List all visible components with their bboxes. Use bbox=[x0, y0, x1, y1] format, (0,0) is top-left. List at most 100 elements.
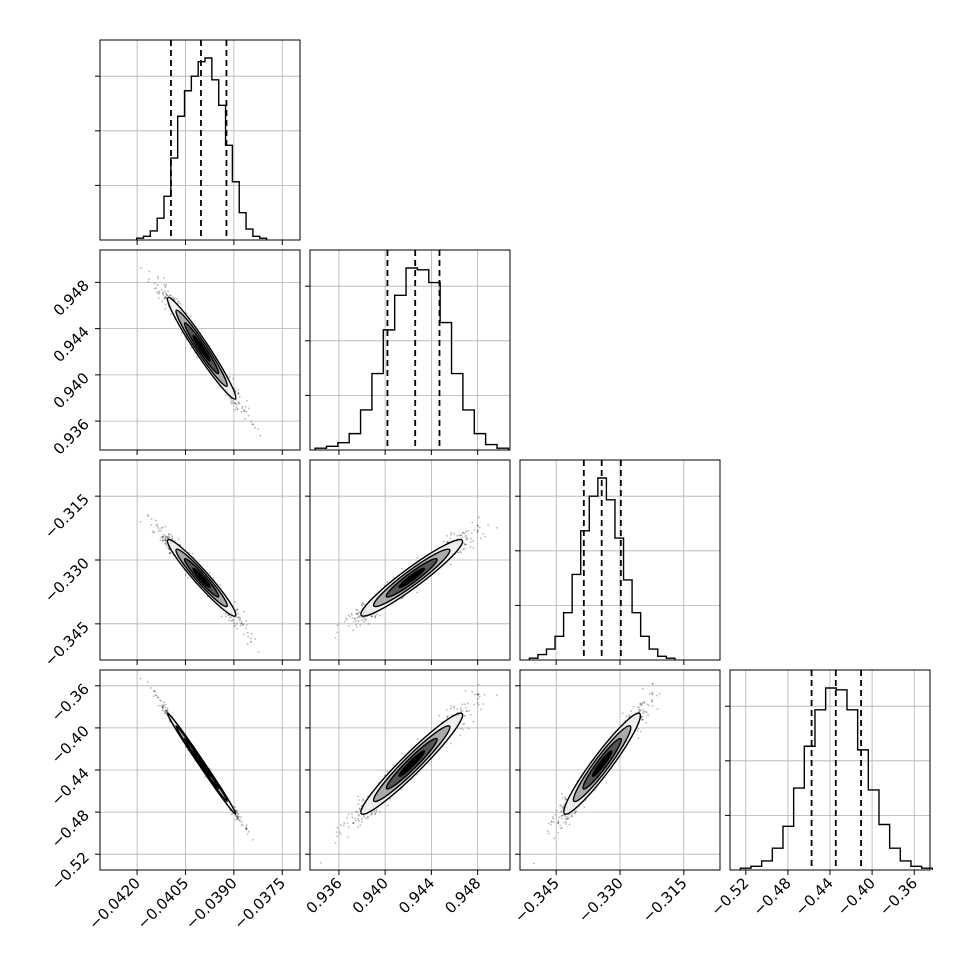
sample-point bbox=[651, 682, 654, 685]
sample-point bbox=[637, 706, 639, 709]
sample-point bbox=[232, 400, 234, 402]
sample-point bbox=[633, 705, 635, 708]
sample-point bbox=[147, 515, 150, 518]
sample-point bbox=[230, 402, 233, 405]
sample-point bbox=[461, 709, 464, 712]
sample-point bbox=[164, 536, 167, 539]
axes-frame bbox=[99, 39, 301, 241]
sample-point bbox=[462, 548, 464, 551]
sample-point bbox=[163, 701, 165, 704]
sample-point bbox=[242, 410, 245, 413]
sample-point bbox=[638, 708, 640, 711]
sample-point bbox=[160, 536, 163, 538]
sample-point bbox=[164, 703, 167, 706]
sample-point bbox=[233, 402, 236, 404]
sample-point bbox=[161, 537, 164, 540]
sample-point bbox=[161, 706, 164, 709]
sample-point bbox=[561, 796, 564, 799]
sample-point bbox=[166, 536, 168, 538]
x-tick-label: −0.330 bbox=[575, 874, 627, 926]
y-tick-label: −0.330 bbox=[41, 554, 93, 606]
sample-point bbox=[164, 537, 167, 540]
sample-point bbox=[356, 626, 358, 628]
sample-point bbox=[583, 806, 586, 809]
sample-point bbox=[639, 702, 642, 705]
scatter-panel-2-3: −0.345 −0.330 −0.315 bbox=[511, 669, 721, 926]
sample-point bbox=[166, 711, 169, 713]
sample-point bbox=[234, 402, 237, 405]
sample-point bbox=[245, 624, 248, 626]
sample-point bbox=[250, 637, 252, 640]
sample-point bbox=[476, 702, 479, 704]
sample-point bbox=[164, 710, 167, 713]
sample-point bbox=[546, 830, 549, 833]
sample-point bbox=[553, 837, 556, 840]
density-contour bbox=[192, 567, 211, 589]
sample-point bbox=[645, 711, 648, 714]
sample-point bbox=[651, 693, 654, 696]
sample-point bbox=[496, 526, 498, 529]
sample-point bbox=[150, 524, 153, 526]
sample-point bbox=[477, 529, 479, 532]
sample-point bbox=[547, 832, 550, 835]
sample-point bbox=[339, 824, 342, 826]
sample-point bbox=[641, 687, 644, 690]
histogram-step bbox=[739, 687, 934, 870]
sample-point bbox=[348, 615, 351, 618]
sample-point bbox=[575, 810, 578, 813]
sample-point bbox=[449, 537, 452, 539]
sample-point bbox=[155, 287, 157, 290]
sample-point bbox=[462, 728, 464, 731]
sample-point bbox=[238, 403, 241, 405]
sample-point bbox=[347, 614, 350, 616]
sample-point bbox=[656, 708, 659, 710]
sample-point bbox=[158, 297, 160, 299]
hist-panel-2 bbox=[515, 459, 721, 665]
sample-point bbox=[639, 703, 642, 706]
sample-point bbox=[235, 616, 238, 619]
sample-point bbox=[371, 615, 373, 618]
sample-point bbox=[320, 862, 322, 864]
sample-point bbox=[557, 820, 560, 823]
sample-point bbox=[164, 541, 167, 544]
sample-point bbox=[242, 824, 244, 827]
sample-point bbox=[477, 703, 480, 706]
sample-point bbox=[239, 616, 241, 619]
sample-point bbox=[167, 290, 170, 293]
sample-point bbox=[476, 524, 479, 527]
sample-point bbox=[651, 682, 654, 685]
hist-panel-1 bbox=[305, 249, 511, 455]
sample-point bbox=[456, 708, 459, 711]
sample-point bbox=[346, 822, 349, 824]
sample-point bbox=[361, 602, 364, 605]
sample-point bbox=[219, 583, 222, 586]
sample-point bbox=[148, 270, 151, 273]
sample-point bbox=[459, 707, 462, 709]
sample-point bbox=[234, 624, 237, 627]
sample-point bbox=[159, 529, 162, 532]
sample-point bbox=[571, 813, 573, 815]
axes-frame bbox=[99, 459, 301, 661]
sample-point bbox=[168, 552, 171, 554]
sample-point bbox=[358, 616, 361, 618]
sample-point bbox=[250, 640, 253, 643]
axes-frame bbox=[309, 459, 511, 661]
sample-point bbox=[336, 835, 338, 837]
sample-point bbox=[157, 696, 159, 699]
sample-point bbox=[637, 727, 640, 730]
sample-point bbox=[166, 536, 169, 539]
axes-frame bbox=[309, 669, 511, 871]
x-tick-label: −0.345 bbox=[511, 874, 563, 926]
axes-frame bbox=[519, 459, 721, 661]
sample-point bbox=[233, 622, 236, 624]
sample-point bbox=[164, 706, 167, 708]
sample-point bbox=[235, 406, 238, 408]
sample-point bbox=[359, 824, 362, 826]
sample-point bbox=[357, 613, 359, 615]
sample-point bbox=[160, 289, 163, 291]
sample-point bbox=[234, 814, 237, 817]
sample-point bbox=[165, 293, 168, 296]
sample-point bbox=[196, 356, 198, 358]
sample-point bbox=[565, 818, 568, 821]
sample-point bbox=[469, 546, 472, 548]
